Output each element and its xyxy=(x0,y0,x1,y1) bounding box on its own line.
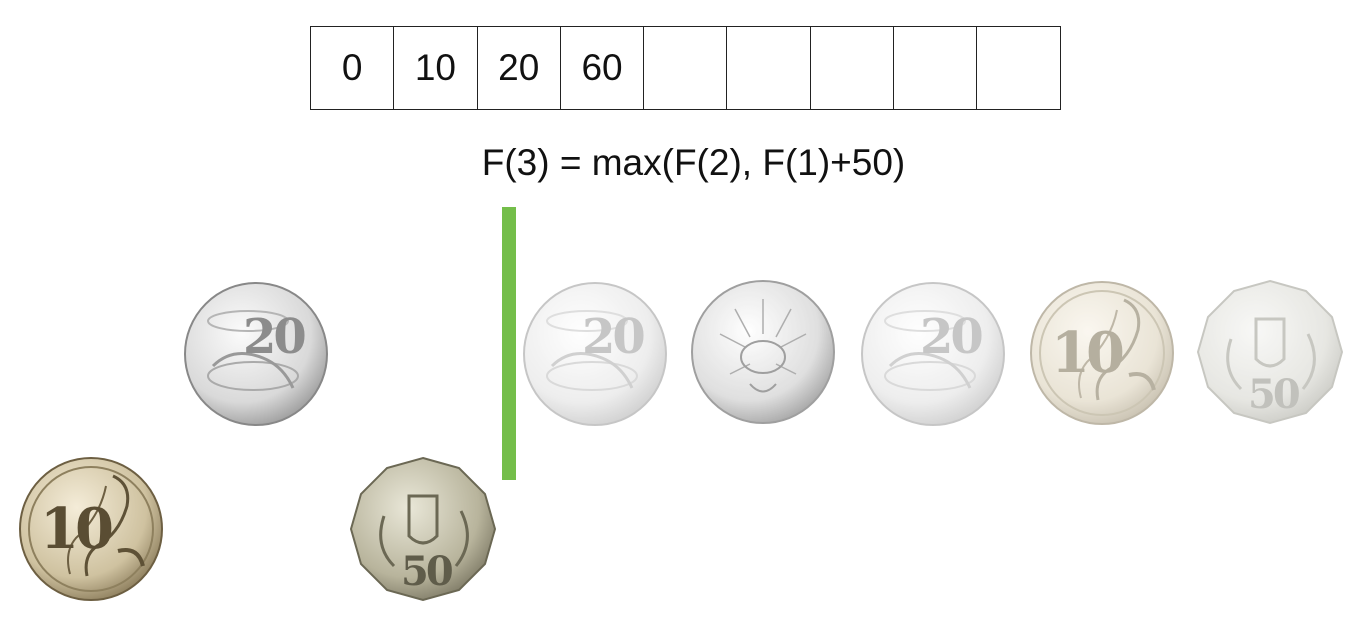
recurrence-formula: F(3) = max(F(2), F(1)+50) xyxy=(481,142,906,183)
dp-cell-7 xyxy=(894,27,978,109)
coin-10c-selected: 10 xyxy=(18,456,164,602)
coin-denomination-label: 10 xyxy=(1051,320,1125,386)
lyrebird-coin-icon xyxy=(1030,281,1174,425)
dp-cell-8 xyxy=(977,27,1061,109)
current-position-divider xyxy=(502,207,516,480)
coin-50c-current: 50 xyxy=(349,456,497,602)
coin-10c-pending: 10 xyxy=(1029,280,1175,426)
dp-cell-0: 0 xyxy=(311,27,395,109)
dp-cell-3: 60 xyxy=(561,27,645,109)
dp-cell-6 xyxy=(811,27,895,109)
coin-5c-pending xyxy=(690,279,836,425)
coat-of-arms-coin-icon xyxy=(1196,279,1344,425)
lyrebird-coin-icon xyxy=(19,457,163,601)
coin-denomination-label: 20 xyxy=(582,309,646,365)
platypus-coin-icon xyxy=(184,282,328,426)
coin-20c-processed: 20 xyxy=(183,281,329,427)
coin-50c-pending: 50 xyxy=(1196,279,1344,425)
platypus-coin-icon xyxy=(523,282,667,426)
echidna-coin-icon xyxy=(691,280,835,424)
coin-denomination-label: 50 xyxy=(401,548,454,595)
dp-cell-2: 20 xyxy=(478,27,561,109)
coin-denomination-label: 20 xyxy=(243,309,307,365)
coin-denomination-label: 10 xyxy=(40,496,114,562)
dp-table: 0 10 20 60 xyxy=(310,26,1061,110)
dp-cell-5 xyxy=(727,27,811,109)
coin-denomination-label: 50 xyxy=(1248,371,1301,418)
coin-20c-pending: 20 xyxy=(522,281,668,427)
platypus-coin-icon xyxy=(861,282,1005,426)
dp-cell-1: 10 xyxy=(394,27,478,109)
coin-20c-pending-2: 20 xyxy=(860,281,1006,427)
coat-of-arms-coin-icon xyxy=(349,456,497,602)
coin-denomination-label: 20 xyxy=(920,309,984,365)
dp-cell-4 xyxy=(644,27,728,109)
